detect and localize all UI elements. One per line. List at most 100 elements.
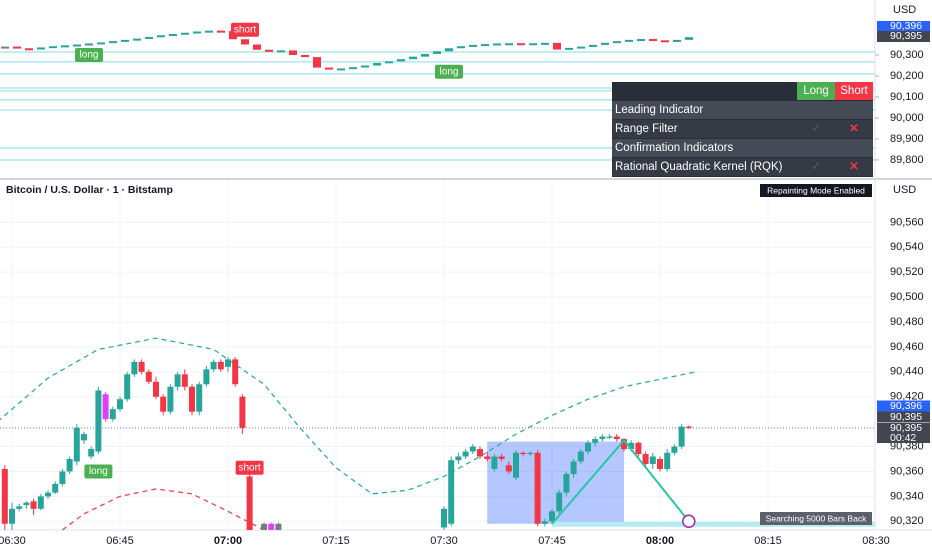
signal-label-bg [75,47,103,62]
candle-body [268,523,275,530]
candle-body [174,374,181,387]
candle-body [253,44,261,50]
candle-body [625,39,633,42]
candle-body [493,43,501,46]
candle-body [232,359,239,385]
kernel-line [0,337,697,495]
candle-body [484,456,491,460]
table-row: Leading Indicator [612,101,873,120]
candle-body [73,44,81,47]
candle-body [25,48,33,51]
candle-body [534,452,541,524]
candle-body [193,31,201,34]
candle-body [349,67,357,70]
candle-body [661,40,669,43]
signal-label: short [238,462,260,473]
candle-body [181,32,189,35]
candle-body [673,39,681,42]
candle-body [169,34,177,37]
y-tick-label: 90,100 [890,91,924,103]
candle-body [59,471,66,484]
candle-body [85,43,93,46]
symbol-title: Bitcoin / U.S. Dollar · 1 · Bitstamp [6,184,173,196]
signal-label-bg [435,64,463,79]
price-tag: 90,396 [890,20,922,32]
y-tick-label: 90,300 [890,49,924,61]
candle-body [1,468,8,524]
y-tick-label: 90,380 [890,440,924,452]
candle-body [445,48,453,52]
candle-body [577,451,584,462]
candle-body [517,43,525,46]
candle-body [599,436,606,440]
price-tag: 90,396 [890,400,922,412]
long-status: ✓ [811,123,821,135]
candle-body [102,394,109,420]
row-label: Leading Indicator [615,104,704,116]
bar-marker [682,514,696,529]
candle-body [189,386,195,412]
candle-body [313,57,321,68]
candle-body [95,390,102,452]
candle-body [685,426,692,428]
candle-body [52,483,59,493]
candle-body [9,508,15,524]
candle-body [541,521,548,524]
candle-body [556,492,563,512]
candle-body [133,38,141,41]
candle-body [671,446,678,453]
candle-body [109,41,117,44]
candle-body [203,369,210,385]
candle-body [385,61,393,64]
candle-body [448,460,455,524]
candle-body [621,439,627,450]
candle-body [153,381,159,397]
candle-body [462,451,469,457]
spacer [612,82,797,100]
candle-body [469,446,476,452]
badge-bg [760,184,872,197]
candle-body [678,426,685,447]
bottom-pane: long short Searching 5000 Bars Back [0,180,875,530]
x-tick-label: 08:15 [754,535,782,547]
y-tick-label: 90,440 [890,366,924,378]
candle-body [217,30,225,33]
status-bg [760,512,872,525]
signal-label: long [80,50,99,61]
candle-body [520,452,527,455]
candle-body [481,44,489,47]
candle-body [205,30,213,33]
candle-body [664,452,671,469]
candle-body [397,59,405,62]
candle-body [421,53,429,57]
signal-label: short [234,24,256,35]
row-label: Confirmation Indicators [615,142,734,154]
table-row: Rational Quadratic Kernel (RQK) ✓ ✕ [612,158,873,177]
y-tick-label: 90,540 [890,241,924,253]
candle-body [210,361,217,370]
table-header: Long Short [612,82,873,101]
candle-body [491,456,498,469]
long-status: ✓ [811,161,821,173]
candle-body [225,359,231,367]
candle-body [157,35,165,38]
candle-body [181,374,188,387]
candle-body [505,465,512,472]
y-tick-label: 90,480 [890,316,924,328]
candle-body [592,439,599,443]
header-long: Long [797,82,835,100]
candle-body [577,46,585,49]
candle-body [88,449,95,457]
candle-body [97,42,105,45]
y-tick-label: 90,460 [890,341,924,353]
candle-body [373,62,381,66]
table-row: Confirmation Indicators [612,139,873,158]
candle-body [498,456,505,460]
candle-body [455,456,462,461]
y-tick-label: 90,360 [890,465,924,477]
pattern-line [551,438,690,525]
y-tick-label: 89,800 [890,154,924,166]
candle-body [13,46,21,49]
candle-body [73,427,80,462]
